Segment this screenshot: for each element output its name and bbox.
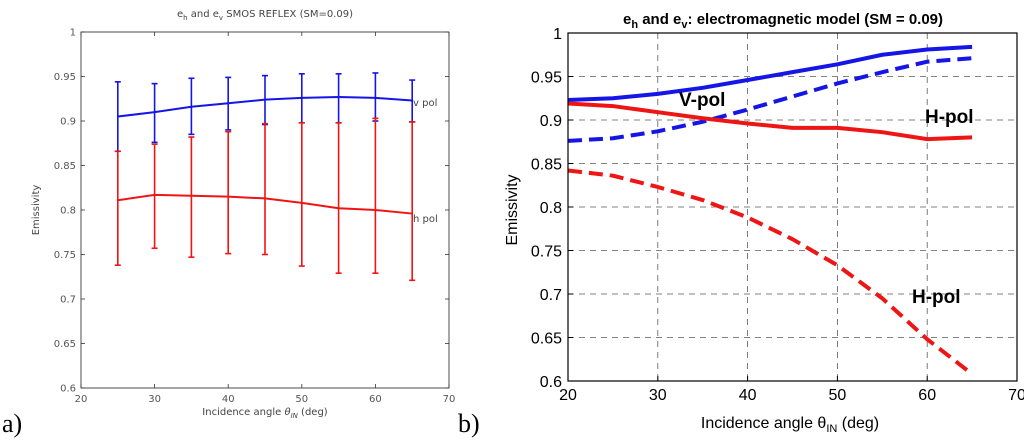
- chart-b-xtick-label: 20: [559, 387, 577, 404]
- chart-a-x-axis: 20 30 40 50 60 70: [75, 32, 456, 405]
- chart-b-ytick-label: 1: [553, 26, 562, 43]
- chart-a-ytick-label: 0.75: [54, 250, 76, 261]
- chart-b-xtick-label: 70: [1008, 387, 1024, 404]
- chart-b-x-axis: 20 30 40 50 60 70: [559, 376, 1024, 404]
- chart-b-hpol-annotation-lower: H-pol: [912, 287, 961, 308]
- chart-b-series-hpol-dashed: [568, 168, 974, 376]
- chart-a-y-axis: 0.6 0.65 0.7 0.75 0.8 0.85 0.9 0.95 1: [54, 28, 449, 395]
- chart-a-ytick-label: 0.9: [60, 117, 76, 128]
- panel-label-b: b): [458, 409, 480, 438]
- chart-a-ytick-label: 0.7: [60, 295, 76, 306]
- chart-a-title: eh and ev SMOS REFLEX (SM=0.09): [177, 9, 353, 22]
- chart-a-vpol-label: v pol: [413, 98, 437, 109]
- chart-a-series: [117, 95, 413, 215]
- chart-a-ytick-label: 0.65: [54, 339, 76, 350]
- chart-b-ytick-label: 0.95: [531, 70, 562, 87]
- chart-a-series-line-vpol: [117, 95, 413, 118]
- chart-b-series-vpol-dashed: [568, 56, 973, 143]
- chart-a-xlabel: Incidence angle θIN (deg): [202, 407, 328, 420]
- chart-b-xtick-label: 30: [649, 387, 667, 404]
- chart-a-ytick-label: 0.8: [60, 206, 76, 217]
- chart-b-ytick-label: 0.7: [540, 287, 562, 304]
- chart-a-hpol-label: h pol: [413, 214, 438, 225]
- chart-a-error-bars: [114, 72, 416, 282]
- chart-a-ylabel: Emissivity: [31, 185, 42, 236]
- chart-b-xtick-label: 50: [829, 387, 847, 404]
- chart-a-xtick-label: 70: [443, 394, 456, 405]
- chart-a-xtick-label: 30: [148, 394, 161, 405]
- chart-b-series: [568, 44, 974, 376]
- chart-b-series-vpol-solid: [568, 44, 973, 102]
- chart-a-ytick-label: 0.95: [54, 72, 76, 83]
- chart-b-y-axis: 0.6 0.65 0.7 0.75 0.8 0.85 0.9 0.95 1: [531, 26, 573, 391]
- chart-b-ytick-label: 0.9: [540, 113, 562, 130]
- panel-label-a: a): [2, 409, 22, 438]
- chart-a-series-line-hpol: [117, 193, 413, 215]
- chart-a-xtick-label: 20: [75, 394, 88, 405]
- chart-b-vpol-annotation: V-pol: [679, 90, 725, 111]
- chart-b-series-hpol-solid: [568, 101, 973, 142]
- chart-b-hpol-annotation-upper: H-pol: [925, 107, 974, 128]
- chart-b-ytick-label: 0.65: [531, 331, 562, 348]
- chart-a: 0.6 0.65 0.7 0.75 0.8 0.85 0.9 0.95 1 20 30 40 50 60…: [31, 9, 455, 420]
- chart-b-ytick-label: 0.75: [531, 244, 562, 261]
- chart-b-ylabel: Emissivity: [504, 174, 521, 245]
- chart-a-ytick-label: 0.85: [54, 161, 76, 172]
- chart-b-ytick-label: 0.8: [540, 200, 562, 217]
- chart-b-xtick-label: 60: [918, 387, 936, 404]
- chart-a-ytick-label: 0.6: [60, 384, 76, 395]
- chart-a-ytick-label: 1: [70, 28, 76, 39]
- chart-b-title: eh and ev: electromagnetic model (SM = 0…: [623, 11, 943, 31]
- chart-b-xlabel: Incidence angle θIN (deg): [701, 415, 879, 435]
- chart-a-xtick-label: 40: [222, 394, 235, 405]
- chart-a-xtick-label: 60: [369, 394, 382, 405]
- chart-b-xtick-label: 40: [739, 387, 757, 404]
- chart-a-xtick-label: 50: [295, 394, 308, 405]
- chart-b: 0.6 0.65 0.7 0.75 0.8 0.85 0.9 0.95 1 20 30 40 50 60…: [504, 11, 1024, 435]
- chart-b-ytick-label: 0.85: [531, 157, 562, 174]
- chart-b-ytick-label: 0.6: [540, 374, 562, 391]
- chart-b-grid: [568, 33, 1017, 381]
